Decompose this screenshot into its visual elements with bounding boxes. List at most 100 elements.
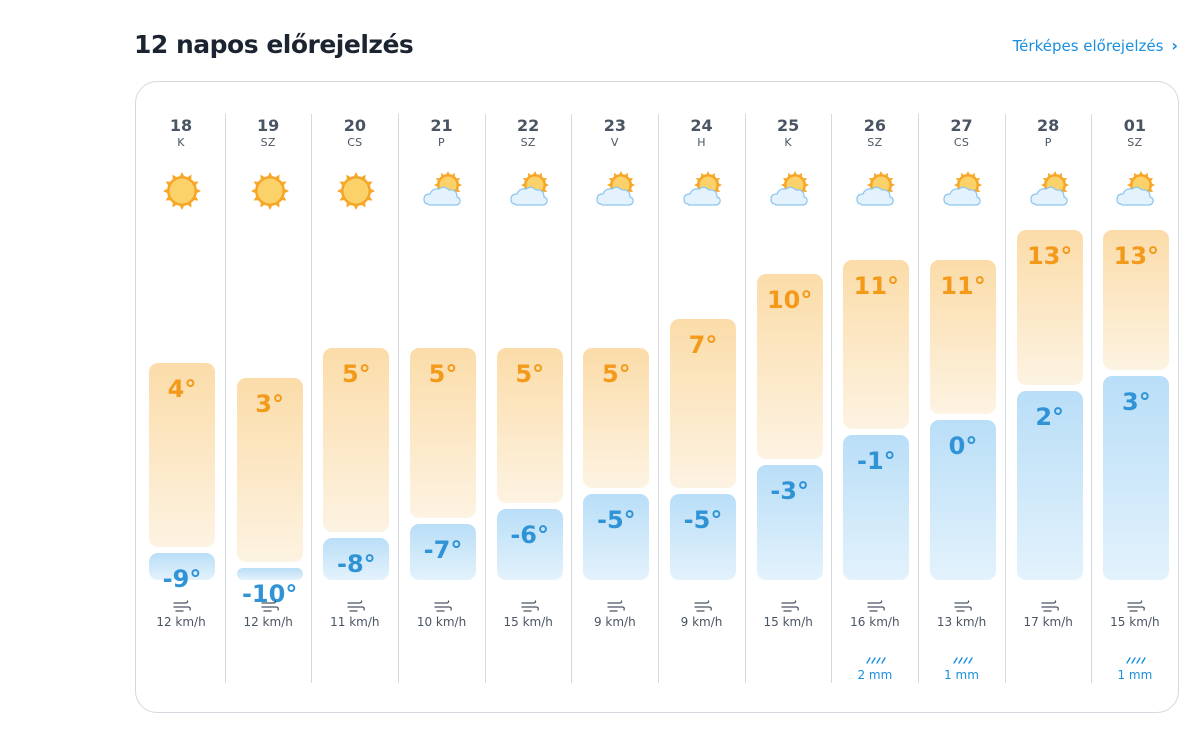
- day-of-week: P: [438, 136, 445, 149]
- wind-speed: 11 km/h: [330, 615, 380, 629]
- forecast-day[interactable]: 18 K 4° -9° 12 km/h: [138, 114, 224, 683]
- wind-speed: 10 km/h: [416, 615, 467, 629]
- low-temp-bar: -5°: [583, 494, 650, 580]
- wind-icon: [919, 598, 1004, 612]
- rain-icon: [1092, 651, 1177, 664]
- high-temp-bar: 3°: [236, 377, 303, 562]
- wind-speed: 9 km/h: [680, 615, 723, 629]
- wind-icon: [399, 598, 484, 612]
- day-date: 21: [430, 116, 453, 135]
- wind-icon: [138, 598, 224, 612]
- precipitation-amount: 2 mm: [857, 668, 893, 682]
- high-temp-bar: 7°: [670, 318, 737, 489]
- low-temp-bar: 0°: [930, 420, 997, 580]
- wind-icon: [486, 598, 571, 612]
- high-temp-bar: 13°: [1103, 230, 1170, 370]
- forecast-day[interactable]: 28 P 13° 2° 17 km/h: [1004, 114, 1091, 683]
- low-temp-bar: -7°: [410, 523, 476, 580]
- day-of-week: SZ: [520, 136, 536, 149]
- low-temp-bar: -8°: [323, 538, 390, 580]
- day-of-week: K: [784, 136, 792, 149]
- high-temp-bar: 5°: [496, 348, 563, 503]
- low-temp-bar: 3°: [1103, 375, 1170, 580]
- day-date: 20: [343, 116, 366, 135]
- high-temp-bar: 5°: [583, 348, 650, 489]
- low-temp: -5°: [597, 506, 636, 535]
- day-of-week: SZ: [1127, 136, 1143, 149]
- high-temp: 11°: [940, 271, 986, 300]
- day-date: 01: [1123, 116, 1146, 135]
- partly-cloudy-icon: [507, 168, 553, 214]
- day-date: 24: [690, 116, 713, 135]
- wind-speed: 15 km/h: [503, 615, 553, 629]
- wind-icon: [746, 598, 831, 612]
- high-temp-bar: 4°: [149, 363, 215, 548]
- high-temp-bar: 11°: [843, 259, 910, 429]
- high-temp-bar: 5°: [323, 348, 390, 533]
- day-date: 22: [517, 116, 540, 135]
- low-temp-bar: -9°: [149, 553, 215, 593]
- forecast-day[interactable]: 26 SZ 11° -1° 16 km/h 2 mm: [831, 114, 917, 683]
- precipitation-amount: 1 mm: [1117, 668, 1153, 682]
- forecast-day[interactable]: 25 K 10° -3° 15 km/h: [744, 114, 831, 683]
- day-of-week: P: [1044, 136, 1052, 149]
- high-temp: 13°: [1113, 242, 1160, 270]
- day-of-week: H: [697, 136, 706, 149]
- page-title: 12 napos előrejelzés: [134, 30, 414, 59]
- partly-cloudy-icon: [1113, 168, 1159, 214]
- map-forecast-link[interactable]: Térképes előrejelzés ›: [1013, 36, 1178, 55]
- day-of-week: K: [177, 136, 185, 149]
- low-temp-bar: 2°: [1016, 390, 1083, 580]
- partly-cloudy-icon: [1027, 168, 1073, 214]
- low-temp-bar: -6°: [496, 508, 563, 580]
- day-date: 19: [257, 116, 280, 135]
- high-temp: 5°: [601, 360, 631, 389]
- forecast-day[interactable]: 23 V 5° -5° 9 km/h: [571, 114, 657, 683]
- forecast-day[interactable]: 19 SZ 3° -10° 12 km/h: [224, 114, 311, 683]
- map-forecast-link-label: Térképes előrejelzés: [1012, 36, 1164, 55]
- forecast-day[interactable]: 27 CS 11° 0° 13 km/h 1 mm: [918, 114, 1004, 683]
- wind-icon: [226, 598, 311, 612]
- high-temp: 11°: [853, 271, 900, 300]
- low-temp: -6°: [510, 520, 549, 549]
- forecast-day[interactable]: 22 SZ 5° -6° 15 km/h: [484, 114, 571, 683]
- wind-icon: [572, 598, 657, 612]
- precipitation-amount: 1 mm: [944, 668, 979, 682]
- day-date: 23: [603, 116, 626, 135]
- low-temp: -3°: [770, 476, 810, 505]
- high-temp: 5°: [428, 360, 458, 389]
- low-temp: -5°: [683, 506, 723, 535]
- partly-cloudy-icon: [593, 168, 639, 214]
- forecast-day[interactable]: 20 CS 5° -8° 11 km/h: [311, 114, 397, 683]
- low-temp: 0°: [948, 432, 978, 461]
- wind-speed: 13 km/h: [936, 615, 987, 629]
- partly-cloudy-icon: [853, 168, 899, 214]
- day-of-week: CS: [347, 136, 363, 149]
- wind-speed: 15 km/h: [763, 615, 813, 629]
- high-temp: 3°: [255, 389, 284, 418]
- day-of-week: CS: [953, 136, 970, 149]
- wind-icon: [1006, 598, 1091, 612]
- high-temp: 7°: [688, 330, 718, 359]
- sun-icon: [159, 168, 205, 214]
- wind-speed: 16 km/h: [850, 615, 900, 629]
- partly-cloudy-icon: [767, 168, 813, 214]
- partly-cloudy-icon: [940, 168, 986, 214]
- low-temp: 2°: [1035, 402, 1065, 431]
- wind-speed: 15 km/h: [1110, 615, 1160, 629]
- high-temp-bar: 10°: [756, 274, 823, 459]
- wind-icon: [659, 598, 744, 612]
- day-of-week: V: [610, 136, 619, 149]
- high-temp: 5°: [515, 360, 545, 389]
- day-of-week: SZ: [867, 136, 883, 149]
- high-temp: 13°: [1026, 242, 1073, 270]
- low-temp: -1°: [857, 446, 896, 475]
- low-temp-bar: -3°: [756, 464, 823, 580]
- forecast-day[interactable]: 01 SZ 13° 3° 15 km/h 1 mm: [1091, 114, 1177, 683]
- high-temp-bar: 11°: [930, 259, 997, 415]
- forecast-day[interactable]: 21 P 5° -7° 10 km/h: [398, 114, 484, 683]
- sun-icon: [333, 168, 379, 214]
- low-temp-bar: -5°: [670, 494, 737, 580]
- forecast-day[interactable]: 24 H 7° -5° 9 km/h: [658, 114, 744, 683]
- day-of-week: SZ: [260, 136, 276, 149]
